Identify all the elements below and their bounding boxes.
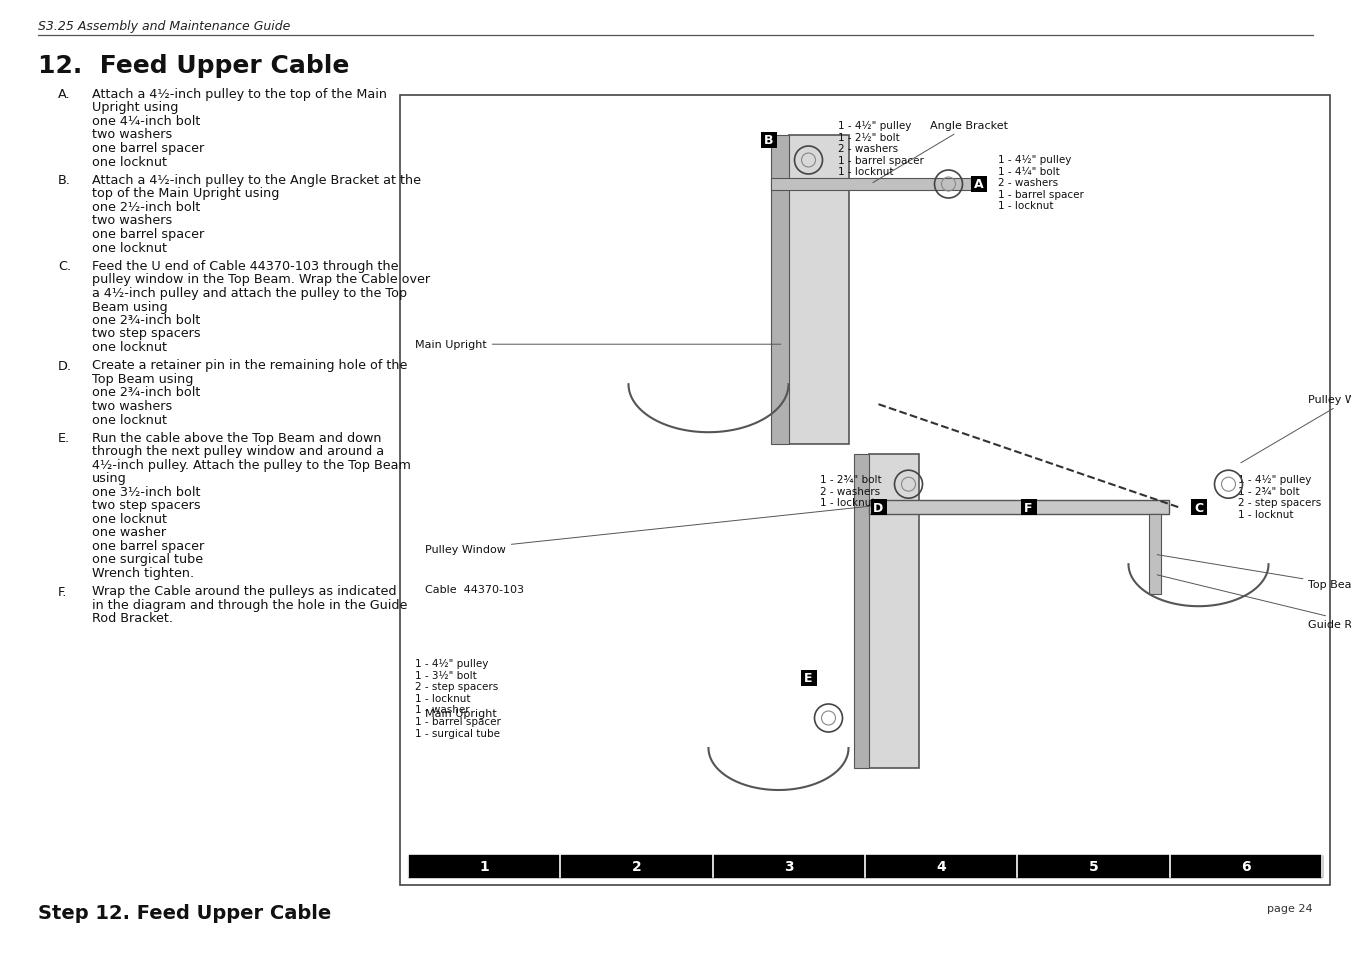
Bar xyxy=(869,455,919,768)
Text: top of the Main Upright using: top of the Main Upright using xyxy=(92,188,280,200)
Bar xyxy=(400,96,1329,885)
Text: C: C xyxy=(1194,501,1202,515)
Text: two step spacers: two step spacers xyxy=(92,327,201,340)
Text: E.: E. xyxy=(58,432,70,444)
Text: Rod Bracket.: Rod Bracket. xyxy=(92,612,173,625)
Bar xyxy=(408,855,1323,877)
Text: Guide Rod Bracket: Guide Rod Bracket xyxy=(1158,576,1351,630)
Text: S3.25 Assembly and Maintenance Guide: S3.25 Assembly and Maintenance Guide xyxy=(38,20,290,33)
Text: Beam using: Beam using xyxy=(92,300,168,314)
Text: Pulley Window: Pulley Window xyxy=(1240,395,1351,463)
Text: 3: 3 xyxy=(784,859,793,873)
Bar xyxy=(854,455,869,768)
Text: one locknut: one locknut xyxy=(92,241,168,254)
Text: A.: A. xyxy=(58,88,70,101)
Text: D.: D. xyxy=(58,359,72,372)
Bar xyxy=(770,179,970,191)
Text: 12.  Feed Upper Cable: 12. Feed Upper Cable xyxy=(38,54,350,78)
Text: one washer: one washer xyxy=(92,526,166,539)
Text: Cable  44370-103: Cable 44370-103 xyxy=(426,584,524,595)
Text: 1 - 4½" pulley
1 - 2½" bolt
2 - washers
1 - barrel spacer
1 - locknut: 1 - 4½" pulley 1 - 2½" bolt 2 - washers … xyxy=(839,121,924,177)
Text: Wrench tighten.: Wrench tighten. xyxy=(92,566,195,579)
Bar xyxy=(869,500,1169,515)
Text: B: B xyxy=(763,134,773,148)
Bar xyxy=(870,499,886,516)
Text: Upright using: Upright using xyxy=(92,101,178,114)
Text: one 2½-inch bolt: one 2½-inch bolt xyxy=(92,201,200,213)
Text: C.: C. xyxy=(58,260,72,273)
Text: one locknut: one locknut xyxy=(92,413,168,426)
Bar xyxy=(1190,499,1206,516)
Text: Main Upright: Main Upright xyxy=(415,340,781,350)
Bar xyxy=(801,670,816,686)
Text: F.: F. xyxy=(58,585,68,598)
Text: 1 - 4½" pulley
1 - 4¼" bolt
2 - washers
1 - barrel spacer
1 - locknut: 1 - 4½" pulley 1 - 4¼" bolt 2 - washers … xyxy=(998,154,1085,212)
Text: page 24: page 24 xyxy=(1267,903,1313,913)
Text: using: using xyxy=(92,472,127,485)
Bar xyxy=(789,136,848,445)
Text: one 2¾-inch bolt: one 2¾-inch bolt xyxy=(92,314,200,327)
Bar xyxy=(1148,515,1161,595)
Text: Run the cable above the Top Beam and down: Run the cable above the Top Beam and dow… xyxy=(92,432,381,444)
Text: one locknut: one locknut xyxy=(92,513,168,525)
Bar xyxy=(761,132,777,149)
Text: Top Beam using: Top Beam using xyxy=(92,373,193,386)
Text: 1 - 2¾" bolt
2 - washers
1 - locknut: 1 - 2¾" bolt 2 - washers 1 - locknut xyxy=(820,475,882,508)
Bar xyxy=(1020,499,1036,516)
Text: one surgical tube: one surgical tube xyxy=(92,553,203,566)
Text: in the diagram and through the hole in the Guide: in the diagram and through the hole in t… xyxy=(92,598,408,612)
Text: Wrap the Cable around the pulleys as indicated: Wrap the Cable around the pulleys as ind… xyxy=(92,585,396,598)
Text: pulley window in the Top Beam. Wrap the Cable over: pulley window in the Top Beam. Wrap the … xyxy=(92,274,430,286)
Text: Main Upright: Main Upright xyxy=(426,708,497,719)
Text: Top Beam: Top Beam xyxy=(1158,555,1351,590)
Text: 4: 4 xyxy=(936,859,946,873)
Text: Step 12. Feed Upper Cable: Step 12. Feed Upper Cable xyxy=(38,903,331,923)
Text: one barrel spacer: one barrel spacer xyxy=(92,228,204,241)
Text: one barrel spacer: one barrel spacer xyxy=(92,142,204,154)
Text: 2: 2 xyxy=(632,859,642,873)
Text: F: F xyxy=(1024,501,1032,515)
Text: 4½-inch pulley. Attach the pulley to the Top Beam: 4½-inch pulley. Attach the pulley to the… xyxy=(92,458,411,472)
Text: E: E xyxy=(804,672,813,685)
Bar xyxy=(970,177,986,193)
Text: 1: 1 xyxy=(480,859,489,873)
Text: through the next pulley window and around a: through the next pulley window and aroun… xyxy=(92,445,384,458)
Text: two step spacers: two step spacers xyxy=(92,499,201,512)
Text: B.: B. xyxy=(58,173,70,187)
Text: two washers: two washers xyxy=(92,214,172,227)
Text: one 4¼-inch bolt: one 4¼-inch bolt xyxy=(92,115,200,128)
Text: D: D xyxy=(873,501,884,515)
Text: Attach a 4½-inch pulley to the top of the Main: Attach a 4½-inch pulley to the top of th… xyxy=(92,88,386,101)
Text: A: A xyxy=(974,178,984,192)
Text: one locknut: one locknut xyxy=(92,155,168,169)
Text: one 3½-inch bolt: one 3½-inch bolt xyxy=(92,485,200,498)
Text: Pulley Window: Pulley Window xyxy=(426,505,886,555)
Text: 1 - 4½" pulley
1 - 3½" bolt
2 - step spacers
1 - locknut
1 - washer
1 - barrel s: 1 - 4½" pulley 1 - 3½" bolt 2 - step spa… xyxy=(415,659,501,738)
Text: 6: 6 xyxy=(1242,859,1251,873)
Text: 5: 5 xyxy=(1089,859,1098,873)
Text: two washers: two washers xyxy=(92,129,172,141)
Text: one 2¾-inch bolt: one 2¾-inch bolt xyxy=(92,386,200,399)
Text: 1 - 4½" pulley
1 - 2¾" bolt
2 - step spacers
1 - locknut: 1 - 4½" pulley 1 - 2¾" bolt 2 - step spa… xyxy=(1239,475,1321,519)
Text: Feed the U end of Cable 44370-103 through the: Feed the U end of Cable 44370-103 throug… xyxy=(92,260,399,273)
Text: Create a retainer pin in the remaining hole of the: Create a retainer pin in the remaining h… xyxy=(92,359,408,372)
Text: two washers: two washers xyxy=(92,399,172,413)
Bar xyxy=(770,136,789,445)
Text: one barrel spacer: one barrel spacer xyxy=(92,539,204,553)
Text: a 4½-inch pulley and attach the pulley to the Top: a 4½-inch pulley and attach the pulley t… xyxy=(92,287,407,299)
Text: Angle Bracket: Angle Bracket xyxy=(873,121,1008,183)
Text: Attach a 4½-inch pulley to the Angle Bracket at the: Attach a 4½-inch pulley to the Angle Bra… xyxy=(92,173,422,187)
Text: one locknut: one locknut xyxy=(92,340,168,354)
